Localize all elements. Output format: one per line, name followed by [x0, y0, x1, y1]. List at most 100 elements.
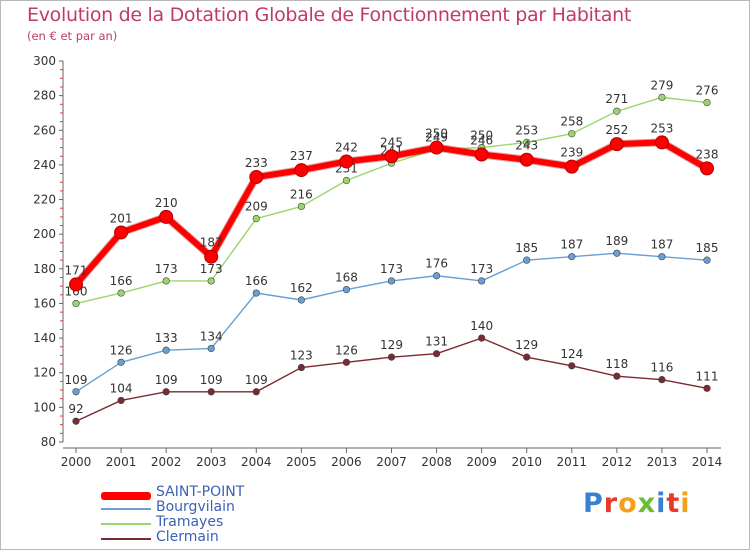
data-point-tramayes: [207, 277, 215, 285]
data-label-tramayes: 276: [696, 84, 719, 98]
data-point-bourgvilain: [117, 358, 125, 366]
logo-letter: P: [583, 488, 604, 519]
data-label-clermain: 116: [650, 361, 673, 375]
data-label-saint-point: 238: [696, 147, 719, 161]
data-point-saint-point: [654, 135, 669, 150]
data-label-tramayes: 166: [110, 274, 133, 288]
x-tick-label: 2004: [241, 455, 272, 469]
data-label-saint-point: 252: [605, 123, 628, 137]
logo-letter: r: [603, 488, 619, 519]
data-point-saint-point: [159, 209, 174, 224]
data-label-saint-point: 245: [380, 135, 403, 149]
data-label-tramayes: 249: [425, 130, 448, 144]
data-label-clermain: 109: [155, 373, 178, 387]
data-label-bourgvilain: 133: [155, 331, 178, 345]
data-point-bourgvilain: [387, 277, 396, 285]
data-point-saint-point: [69, 277, 83, 292]
y-tick-label: 280: [33, 89, 56, 103]
chart-title: Evolution de la Dotation Globale de Fonc…: [27, 4, 632, 26]
y-tick-label: 120: [33, 366, 56, 380]
data-label-clermain: 104: [110, 381, 133, 395]
legend-swatch-bourgvilain: [101, 508, 151, 510]
data-label-saint-point: 243: [515, 139, 538, 153]
data-point-bourgvilain: [658, 253, 666, 261]
y-tick-label: 200: [33, 227, 56, 241]
data-point-clermain: [252, 388, 260, 396]
data-point-clermain: [117, 396, 125, 405]
data-point-saint-point: [114, 225, 129, 240]
data-label-clermain: 109: [245, 373, 268, 387]
data-label-clermain: 140: [470, 319, 493, 333]
data-point-clermain: [613, 372, 621, 380]
logo-letter: i: [680, 488, 691, 519]
data-label-bourgvilain: 187: [560, 238, 583, 252]
data-label-bourgvilain: 126: [110, 343, 133, 357]
data-label-tramayes: 253: [515, 123, 538, 137]
y-tick-label: 260: [33, 123, 56, 137]
data-label-bourgvilain: 134: [200, 329, 223, 343]
y-tick-label: 140: [33, 331, 56, 345]
data-label-clermain: 109: [200, 373, 223, 387]
x-tick-label: 2001: [106, 455, 137, 469]
data-label-saint-point: 246: [470, 134, 493, 148]
data-label-clermain: 123: [290, 349, 313, 363]
x-tick-label: 2005: [286, 455, 317, 469]
y-tick-label: 220: [33, 193, 56, 207]
data-label-bourgvilain: 185: [515, 241, 538, 255]
data-point-tramayes: [297, 202, 305, 211]
data-point-clermain: [523, 353, 531, 361]
data-point-clermain: [207, 388, 215, 396]
logo-letter: i: [656, 488, 667, 519]
data-label-bourgvilain: 187: [650, 238, 673, 252]
data-point-clermain: [72, 417, 80, 425]
data-point-tramayes: [658, 93, 666, 101]
data-label-bourgvilain: 189: [605, 234, 628, 248]
data-point-bourgvilain: [432, 272, 441, 280]
data-label-clermain: 124: [560, 347, 583, 361]
y-tick-label: 180: [33, 262, 56, 276]
data-point-saint-point: [700, 161, 714, 176]
x-tick-label: 2010: [511, 455, 542, 469]
data-point-tramayes: [703, 98, 711, 107]
data-point-bourgvilain: [297, 296, 305, 304]
data-label-saint-point: 253: [650, 121, 673, 135]
x-tick-label: 2012: [602, 455, 633, 469]
data-label-bourgvilain: 173: [470, 262, 493, 276]
data-label-clermain: 126: [335, 343, 358, 357]
data-point-bourgvilain: [568, 253, 576, 261]
data-point-saint-point: [294, 163, 309, 178]
data-label-tramayes: 173: [155, 262, 178, 276]
data-point-saint-point: [429, 140, 444, 155]
y-tick-label: 80: [41, 435, 56, 449]
data-point-bourgvilain: [703, 256, 711, 264]
chart-subtitle: (en € et par an): [27, 29, 118, 43]
data-label-bourgvilain: 162: [290, 281, 313, 295]
data-label-saint-point: 242: [335, 140, 358, 154]
legend-swatch-saint-point: [101, 492, 151, 500]
data-point-clermain: [387, 353, 396, 361]
data-label-saint-point: 239: [560, 146, 583, 160]
x-tick-label: 2014: [692, 455, 723, 469]
data-point-clermain: [478, 334, 486, 342]
data-label-saint-point: 171: [65, 263, 88, 277]
data-point-tramayes: [342, 176, 351, 185]
data-label-bourgvilain: 185: [696, 241, 719, 255]
legend-swatch-tramayes: [101, 523, 151, 525]
data-point-clermain: [162, 388, 170, 396]
x-tick-label: 2002: [151, 455, 182, 469]
data-point-clermain: [703, 384, 711, 392]
data-point-saint-point: [564, 159, 579, 174]
x-tick-label: 2011: [557, 455, 588, 469]
proxiti-logo: Proxiti: [583, 488, 691, 519]
data-point-bourgvilain: [252, 289, 260, 297]
data-label-tramayes: 258: [560, 115, 583, 129]
data-label-tramayes: 216: [290, 187, 313, 201]
logo-letter: x: [637, 488, 657, 519]
legend-label-tramayes: Tramayes: [156, 514, 224, 530]
data-point-bourgvilain: [523, 256, 531, 264]
data-point-tramayes: [568, 130, 576, 138]
y-tick-label: 300: [33, 54, 56, 68]
logo-letter: o: [618, 488, 638, 519]
data-point-bourgvilain: [72, 388, 80, 396]
